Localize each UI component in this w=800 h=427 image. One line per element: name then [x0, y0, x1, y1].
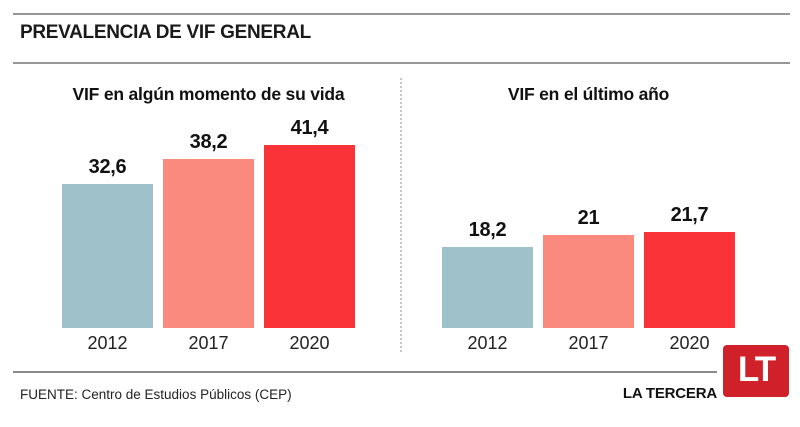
brand-name: LA TERCERA [622, 385, 717, 402]
bar-value-label: 38,2 [189, 130, 228, 153]
left-category-row: 2012 2017 2020 [62, 333, 355, 354]
bar-value-label: 21,7 [670, 203, 709, 226]
bar-2017 [163, 158, 254, 328]
bar-2020 [644, 231, 735, 328]
category-label: 2017 [188, 333, 229, 353]
bar-item: 21 [543, 207, 634, 328]
left-bar-group: 32,6 38,2 41,4 [62, 100, 355, 328]
bar-2012 [442, 247, 533, 328]
bar-item: 38,2 [163, 131, 254, 328]
category-label: 2017 [568, 333, 609, 353]
left-chart-title: VIF en algún momento de su vida [72, 84, 345, 104]
bar-2012 [62, 183, 153, 328]
top-rule [13, 13, 790, 15]
bar-value-label: 32,6 [88, 155, 127, 178]
category-label: 2020 [289, 333, 330, 353]
category-label: 2020 [669, 333, 710, 353]
bar-2020 [264, 144, 355, 328]
bar-value-label: 21 [577, 207, 600, 229]
panel-divider [400, 78, 402, 352]
footer-rule [13, 371, 717, 373]
bar-item: 32,6 [62, 156, 153, 328]
bar-2017 [543, 235, 634, 328]
la-tercera-logo: LT [723, 345, 789, 397]
bar-item: 21,7 [644, 204, 735, 328]
right-category-row: 2012 2017 2020 [442, 333, 735, 354]
bar-item: 41,4 [264, 117, 355, 328]
bar-value-label: 41,4 [290, 116, 329, 139]
category-label: 2012 [467, 333, 508, 353]
title-separator [13, 62, 790, 64]
bar-value-label: 18,2 [468, 219, 507, 242]
bar-item: 18,2 [442, 219, 533, 328]
category-label: 2012 [87, 333, 128, 353]
page-title: PREVALENCIA DE VIF GENERAL [20, 22, 311, 43]
right-chart-title: VIF en el último año [507, 84, 670, 104]
source-credit: FUENTE: Centro de Estudios Públicos (CEP… [20, 387, 292, 402]
right-bar-group: 18,2 21 21,7 [442, 100, 735, 328]
